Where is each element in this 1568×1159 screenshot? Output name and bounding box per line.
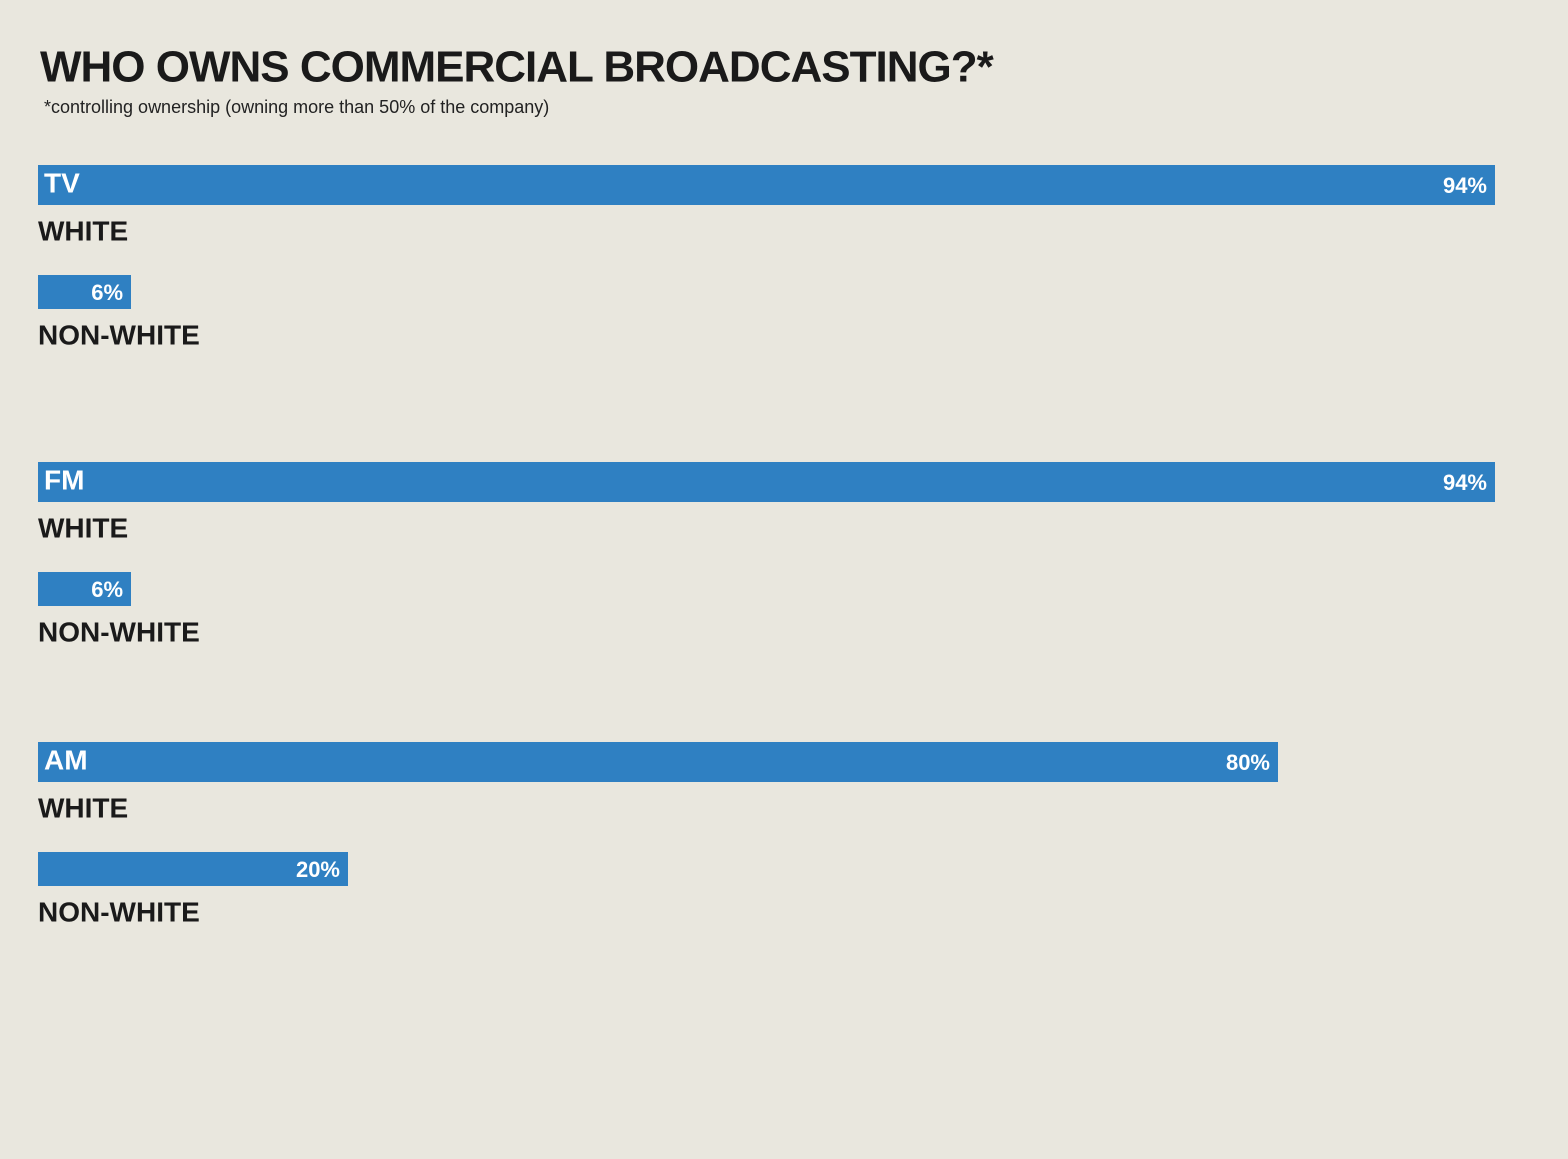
- series-label: WHITE: [38, 792, 128, 823]
- value-label: 94%: [1443, 470, 1487, 495]
- bar: [38, 572, 131, 606]
- series-label: NON-WHITE: [38, 896, 200, 927]
- bar: [38, 462, 1495, 502]
- bar: [38, 742, 1278, 782]
- value-label: 94%: [1443, 173, 1487, 198]
- bar: [38, 852, 348, 886]
- value-label: 20%: [296, 857, 340, 882]
- value-label: 6%: [91, 577, 123, 602]
- bar: [38, 275, 131, 309]
- category-label: TV: [44, 167, 80, 198]
- series-label: WHITE: [38, 215, 128, 246]
- series-label: NON-WHITE: [38, 319, 200, 350]
- series-label: NON-WHITE: [38, 616, 200, 647]
- value-label: 80%: [1226, 750, 1270, 775]
- chart-title: WHO OWNS COMMERCIAL BROADCASTING?*: [40, 43, 995, 92]
- bar: [38, 165, 1495, 205]
- category-label: FM: [44, 464, 84, 495]
- category-label: AM: [44, 744, 88, 775]
- series-label: WHITE: [38, 512, 128, 543]
- chart-subtitle: *controlling ownership (owning more than…: [44, 97, 549, 117]
- value-label: 6%: [91, 280, 123, 305]
